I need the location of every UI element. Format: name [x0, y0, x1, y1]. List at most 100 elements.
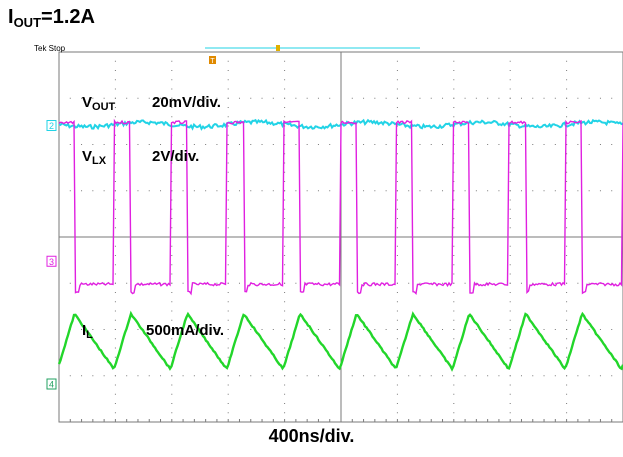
grid-dot — [453, 227, 455, 229]
grid-dot — [509, 199, 511, 201]
grid-dot — [588, 144, 590, 145]
grid-dot — [114, 384, 116, 386]
grid-dot — [464, 144, 466, 145]
grid-dot — [227, 144, 229, 145]
grid-dot — [396, 199, 398, 201]
grid-dot — [543, 190, 545, 192]
grid-dot — [396, 245, 398, 247]
grid-dot — [453, 338, 455, 340]
il-label-main: I — [82, 322, 87, 339]
grid-dot — [611, 329, 613, 330]
grid-dot — [227, 125, 229, 127]
grid-dot — [182, 97, 184, 99]
grid-dot — [227, 116, 229, 118]
grid-dot — [69, 97, 71, 99]
grid-dot — [114, 310, 116, 312]
grid-dot — [453, 375, 455, 377]
grid-dot — [171, 51, 173, 53]
grid-dot — [509, 292, 511, 293]
grid-dot — [577, 144, 579, 145]
grid-dot — [114, 273, 116, 275]
grid-dot — [227, 208, 229, 210]
grid-dot — [148, 282, 150, 284]
vout-label-main: V — [82, 94, 93, 111]
grid-dot — [554, 282, 556, 284]
grid-dot — [114, 60, 116, 62]
grid-dot — [148, 329, 150, 330]
grid-dot — [396, 134, 398, 136]
grid-dot — [250, 329, 252, 330]
grid-dot — [509, 70, 511, 71]
grid-dot — [171, 338, 173, 340]
grid-dot — [227, 255, 229, 256]
grid-dot — [114, 393, 116, 395]
grid-dot — [577, 282, 579, 284]
grid-dot — [272, 190, 274, 192]
grid-dot — [171, 412, 173, 414]
il-label: IL — [82, 322, 93, 341]
grid-dot — [126, 97, 128, 99]
grid-dot — [374, 144, 376, 145]
grid-dot — [396, 403, 398, 404]
grid-dot — [419, 282, 421, 284]
grid-dot — [58, 190, 60, 192]
grid-dot — [520, 97, 522, 99]
grid-dot — [284, 162, 286, 164]
grid-dot — [216, 144, 218, 145]
grid-dot — [171, 264, 173, 266]
grid-dot — [475, 282, 477, 284]
grid-dot — [396, 255, 398, 256]
grid-dot — [126, 144, 128, 145]
grid-dot — [160, 329, 162, 330]
grid-dot — [227, 347, 229, 349]
grid-dot — [317, 190, 319, 192]
grid-dot — [114, 107, 116, 108]
grid-dot — [284, 51, 286, 53]
grid-dot — [58, 375, 60, 377]
grid-dot — [261, 144, 263, 145]
vlx-trace — [58, 118, 623, 296]
grid-dot — [114, 356, 116, 358]
grid-dot — [509, 255, 511, 256]
grid-dot — [374, 190, 376, 192]
grid-dot — [272, 144, 274, 145]
grid-dot — [363, 190, 365, 192]
grid-dot — [126, 190, 128, 192]
grid-dot — [396, 153, 398, 155]
grid-dot — [588, 375, 590, 377]
channel-marker-box — [46, 255, 57, 267]
grid-dot — [295, 144, 297, 145]
grid-dot — [58, 97, 60, 99]
grid-dot — [396, 181, 398, 182]
grid-dot — [509, 329, 511, 330]
grid-dot — [148, 375, 150, 377]
grid-dot — [475, 144, 477, 145]
grid-dot — [566, 403, 568, 404]
grid-dot — [566, 107, 568, 108]
grid-dot — [171, 79, 173, 81]
grid-dot — [611, 375, 613, 377]
grid-dot — [114, 97, 116, 99]
grid-dot — [81, 144, 83, 145]
grid-dot — [284, 393, 286, 395]
grid-dot — [566, 245, 568, 247]
grid-dot — [611, 97, 613, 99]
grid-dot — [566, 227, 568, 229]
grid-dot — [227, 199, 229, 201]
grid-dot — [284, 255, 286, 256]
grid-dot — [588, 97, 590, 99]
grid-dot — [114, 218, 116, 219]
grid-dot — [227, 51, 229, 53]
grid-dot — [284, 171, 286, 173]
grid-dot — [329, 375, 331, 377]
grid-dot — [284, 412, 286, 414]
grid-dot — [295, 282, 297, 284]
grid-dot — [114, 70, 116, 71]
grid-dot — [498, 144, 500, 145]
grid-dot — [284, 190, 286, 192]
grid-dot — [92, 329, 94, 330]
grid-dot — [171, 107, 173, 108]
grid-dot — [453, 356, 455, 358]
grid-dot — [464, 375, 466, 377]
grid-dot — [396, 338, 398, 340]
